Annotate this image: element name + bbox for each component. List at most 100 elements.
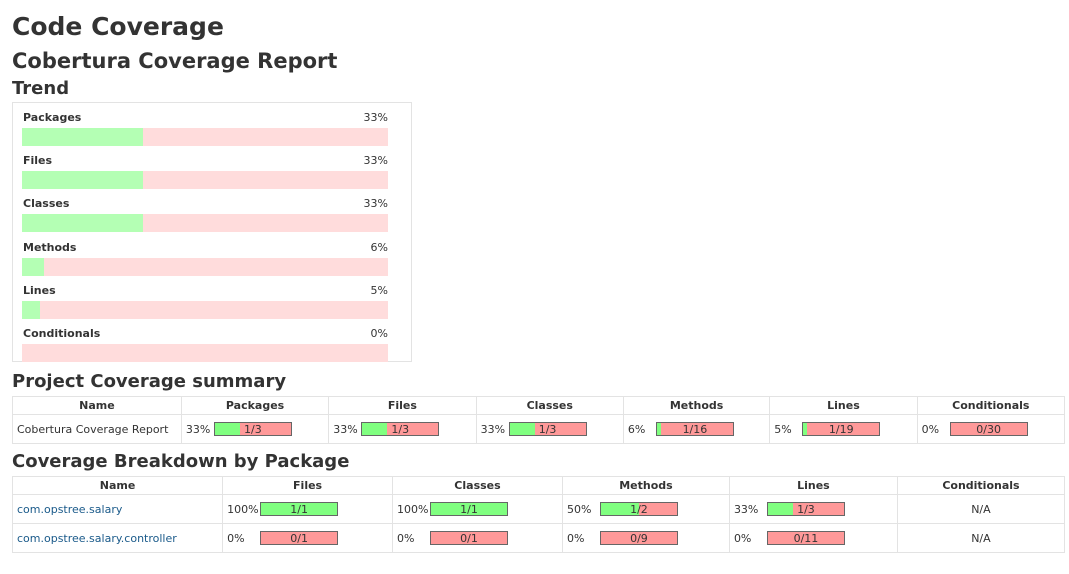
coverage-percent: 6% bbox=[627, 422, 646, 436]
report-title: Cobertura Coverage Report bbox=[12, 49, 338, 73]
coverage-percent: 0% bbox=[397, 531, 415, 545]
conditionals-cell: N/A bbox=[896, 494, 1066, 524]
trend-bar bbox=[22, 257, 388, 276]
trend-row-lines: Lines 5% bbox=[22, 281, 388, 324]
summary-cell: 5% 1/19 bbox=[769, 414, 918, 444]
report-name: Cobertura Coverage Report bbox=[12, 414, 182, 444]
coverage-cell: 33% 1/3 bbox=[481, 422, 619, 436]
package-cell: 33% 1/3 bbox=[728, 494, 898, 524]
coverage-percent: 0% bbox=[566, 531, 585, 545]
breakdown-heading: Coverage Breakdown by Package bbox=[12, 451, 350, 472]
column-header-methods: Methods bbox=[622, 396, 771, 415]
coverage-bar: 1/19 bbox=[802, 422, 881, 436]
column-header-packages: Packages bbox=[180, 396, 330, 415]
coverage-percent: 50% bbox=[566, 502, 592, 516]
trend-label: Methods bbox=[23, 240, 77, 254]
trend-label: Files bbox=[23, 154, 53, 168]
package-cell: 0% 0/9 bbox=[561, 523, 730, 553]
coverage-percent: 0% bbox=[733, 531, 752, 545]
package-cell: 0% 0/11 bbox=[728, 523, 898, 553]
coverage-bar-fill bbox=[362, 423, 388, 435]
coverage-bar-fill bbox=[509, 423, 535, 435]
table-row: com.opstree.salary.controller 0% 0/1 0% 0/1 0… bbox=[11, 523, 1066, 553]
coverage-percent: 0% bbox=[921, 422, 940, 436]
summary-cell: 0% 0/30 bbox=[916, 414, 1066, 444]
column-header-conditionals: Conditionals bbox=[916, 396, 1066, 415]
coverage-bar: 1/3 bbox=[361, 422, 440, 436]
coverage-percent: 5% bbox=[774, 422, 792, 436]
summary-heading: Project Coverage summary bbox=[12, 371, 287, 392]
coverage-ratio: 1/1 bbox=[460, 503, 478, 516]
coverage-bar-fill bbox=[656, 423, 662, 435]
coverage-ratio: 1/3 bbox=[538, 423, 557, 436]
coverage-ratio: 1/3 bbox=[244, 423, 262, 436]
project-summary-table: Name Packages Files Classes Methods Lines Cond… bbox=[12, 396, 1066, 444]
coverage-cell: 33% 1/3 bbox=[186, 422, 324, 436]
package-name-cell: com.opstree.salary.controller bbox=[11, 523, 224, 553]
coverage-ratio: 1/19 bbox=[828, 423, 854, 436]
column-header-name: Name bbox=[12, 396, 182, 415]
coverage-bar: 1/2 bbox=[599, 502, 678, 516]
table-row: Cobertura Coverage Report 33% 1/3 33% 1/3 33%… bbox=[12, 414, 1066, 444]
trend-percent: 6% bbox=[370, 240, 388, 254]
trend-percent: 5% bbox=[370, 283, 388, 297]
coverage-bar: 1/1 bbox=[430, 502, 509, 516]
coverage-cell: 0% 0/9 bbox=[567, 531, 725, 545]
coverage-bar-fill bbox=[600, 503, 639, 515]
coverage-ratio: 0/1 bbox=[290, 532, 308, 545]
trend-percent: 33% bbox=[363, 111, 388, 124]
trend-bar-fill bbox=[22, 300, 41, 319]
package-link-com-opstree-salary-controller[interactable]: com.opstree.salary.controller bbox=[17, 531, 177, 545]
column-header-files: Files bbox=[222, 476, 394, 495]
trend-row-packages: Packages 33% bbox=[22, 108, 388, 151]
coverage-bar: 1/3 bbox=[213, 422, 292, 436]
trend-row-methods: Methods 6% bbox=[22, 238, 388, 281]
trend-bar bbox=[22, 343, 388, 362]
conditionals-cell: N/A bbox=[896, 523, 1066, 553]
column-header-name: Name bbox=[11, 476, 224, 495]
package-link-com-opstree-salary[interactable]: com.opstree.salary bbox=[17, 502, 123, 516]
trend-percent: 0% bbox=[370, 326, 388, 340]
coverage-ratio: 0/30 bbox=[976, 423, 1001, 436]
column-header-classes: Classes bbox=[475, 396, 624, 415]
trend-bar-fill bbox=[22, 171, 143, 190]
summary-cell: 6% 1/16 bbox=[622, 414, 771, 444]
trend-label: Packages bbox=[23, 111, 82, 124]
coverage-bar-fill bbox=[261, 503, 338, 515]
coverage-bar: 1/3 bbox=[766, 502, 845, 516]
coverage-cell: 100% 1/1 bbox=[397, 502, 558, 516]
trend-percent: 33% bbox=[363, 197, 388, 211]
trend-bar-fill bbox=[22, 257, 44, 276]
coverage-cell: 0% 0/30 bbox=[922, 422, 1060, 436]
coverage-ratio: 1/2 bbox=[630, 503, 648, 516]
column-header-files: Files bbox=[328, 396, 477, 415]
coverage-bar: 0/1 bbox=[260, 531, 339, 545]
coverage-bar-fill bbox=[214, 423, 240, 435]
coverage-bar: 0/30 bbox=[949, 422, 1028, 436]
trend-panel: Packages 33% Files 33% Classes 33% Methods 6% Li… bbox=[12, 102, 412, 362]
table-row: com.opstree.salary 100% 1/1 100% 1/1 50% 1/2 33… bbox=[11, 494, 1066, 524]
trend-percent: 33% bbox=[363, 154, 388, 168]
coverage-bar-fill bbox=[803, 423, 808, 435]
trend-label: Conditionals bbox=[23, 326, 101, 340]
column-header-lines: Lines bbox=[728, 476, 898, 495]
column-header-methods: Methods bbox=[561, 476, 730, 495]
package-cell: 0% 0/1 bbox=[392, 523, 563, 553]
report-page: Code Coverage Cobertura Coverage Report … bbox=[11, 12, 1066, 553]
coverage-percent: 100% bbox=[227, 502, 259, 516]
trend-row-classes: Classes 33% bbox=[22, 194, 388, 237]
coverage-bar: 0/11 bbox=[766, 531, 845, 545]
coverage-ratio: 0/11 bbox=[793, 532, 819, 545]
coverage-bar: 1/1 bbox=[260, 502, 339, 516]
coverage-percent: 0% bbox=[227, 531, 245, 545]
package-cell: 0% 0/1 bbox=[222, 523, 394, 553]
package-cell: 100% 1/1 bbox=[222, 494, 394, 524]
package-breakdown-table: Name Files Classes Methods Lines Conditionals… bbox=[11, 476, 1066, 553]
trend-label: Lines bbox=[23, 283, 56, 297]
coverage-bar: 0/9 bbox=[599, 531, 678, 545]
coverage-cell: 0% 0/11 bbox=[734, 531, 893, 545]
coverage-cell: 0% 0/1 bbox=[397, 531, 558, 545]
trend-bar bbox=[22, 171, 388, 190]
coverage-cell: 100% 1/1 bbox=[227, 502, 388, 516]
trend-bar bbox=[22, 214, 388, 233]
